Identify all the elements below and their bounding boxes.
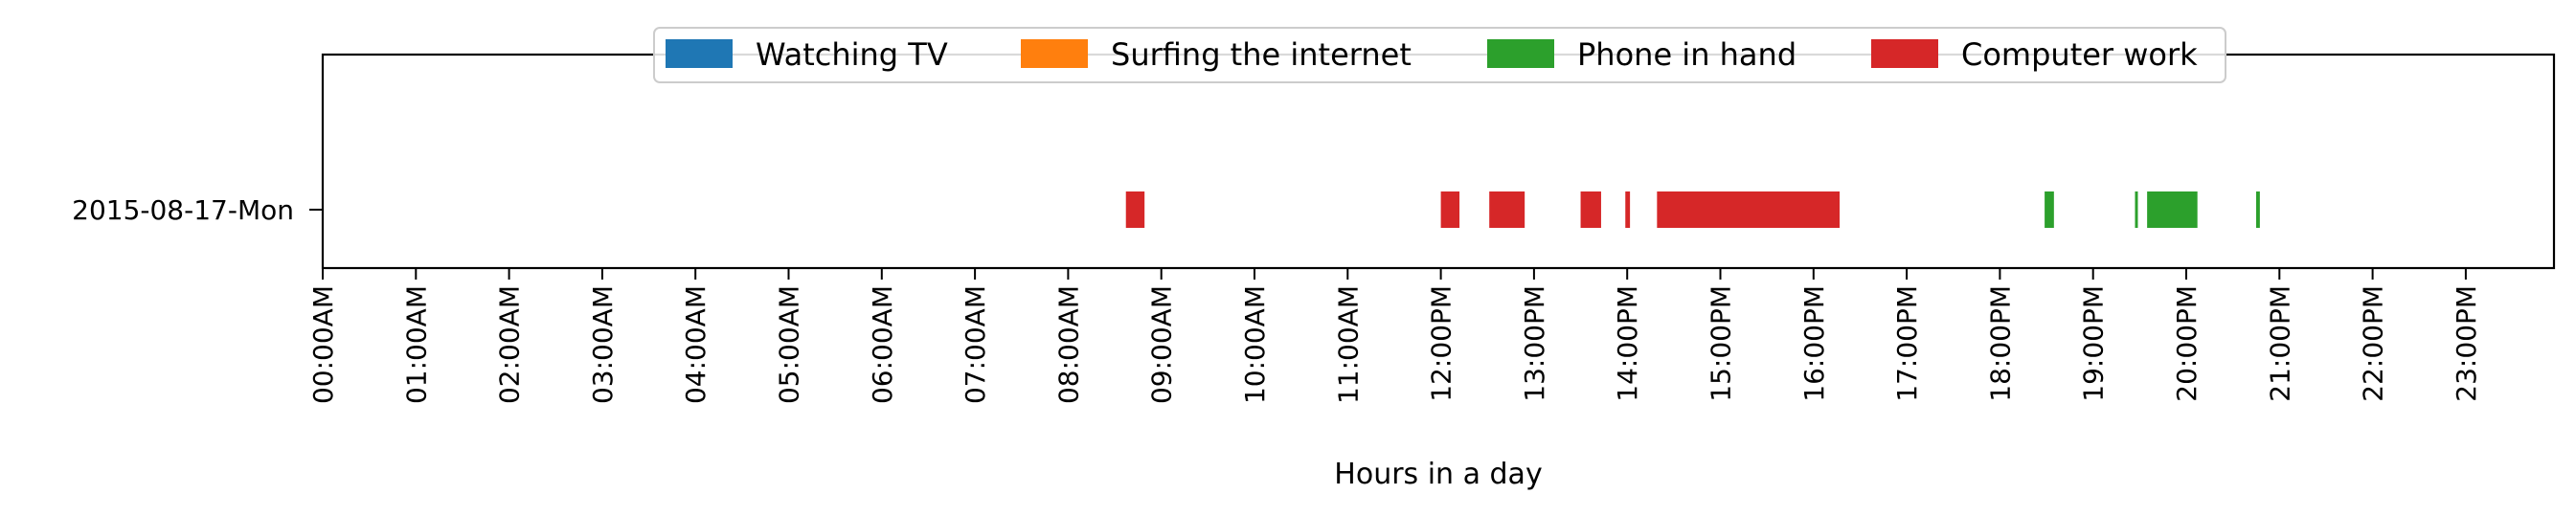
x-tick-label: 18:00PM	[1984, 285, 2016, 402]
x-tick-label: 22:00PM	[2358, 285, 2389, 402]
bar-phone-in-hand	[2255, 191, 2260, 228]
x-tick-label: 00:00AM	[307, 285, 339, 404]
x-tick-label: 08:00AM	[1052, 285, 1084, 404]
bar-phone-in-hand	[2147, 191, 2198, 228]
legend-item-phone-in-hand: Phone in hand	[1487, 36, 1796, 73]
legend-swatch	[1871, 39, 1938, 68]
x-tick-label: 20:00PM	[2171, 285, 2203, 402]
bar-computer-work	[1489, 191, 1525, 228]
y-tick-label: 2015-08-17-Mon	[72, 194, 294, 226]
legend: Watching TV Surfing the internet Phone i…	[653, 27, 2226, 83]
x-tick-label: 11:00AM	[1332, 285, 1364, 404]
x-tick-label: 04:00AM	[680, 285, 712, 404]
legend-item-surfing-the-internet: Surfing the internet	[1021, 36, 1412, 73]
x-axis-label: Hours in a day	[1334, 458, 1542, 491]
x-tick-label: 03:00AM	[587, 285, 619, 404]
legend-item-watching-tv: Watching TV	[666, 36, 948, 73]
x-tick-label: 15:00PM	[1706, 285, 1737, 402]
legend-label: Surfing the internet	[1111, 36, 1412, 73]
legend-label: Computer work	[1961, 36, 2198, 73]
bar-computer-work	[1657, 191, 1841, 228]
x-tick-label: 13:00PM	[1519, 285, 1550, 402]
x-tick-label: 02:00AM	[494, 285, 526, 404]
x-tick-label: 16:00PM	[1798, 285, 1830, 402]
legend-swatch	[1487, 39, 1554, 68]
legend-item-computer-work: Computer work	[1871, 36, 2198, 73]
legend-swatch	[1021, 39, 1088, 68]
x-tick-label: 09:00AM	[1146, 285, 1178, 404]
x-axis: 00:00AM 01:00AM 02:00AM 03:00AM 04:00AM 05:00…	[307, 268, 2482, 404]
bar-computer-work	[1625, 191, 1631, 228]
x-tick-label: 14:00PM	[1612, 285, 1643, 402]
x-tick-label: 06:00AM	[867, 285, 898, 404]
x-tick-label: 01:00AM	[400, 285, 432, 404]
legend-label: Watching TV	[756, 36, 948, 73]
bar-computer-work	[1580, 191, 1601, 228]
bar-computer-work	[1125, 191, 1145, 228]
bars-layer	[1125, 191, 2260, 228]
x-tick-label: 23:00PM	[2451, 285, 2482, 402]
y-axis: 2015-08-17-Mon	[72, 194, 323, 226]
bar-computer-work	[1440, 191, 1460, 228]
bar-phone-in-hand	[2135, 191, 2138, 228]
plot-area	[321, 53, 2556, 270]
x-tick-label: 10:00AM	[1239, 285, 1271, 404]
x-tick-label: 17:00PM	[1891, 285, 1923, 402]
bar-phone-in-hand	[2045, 191, 2054, 228]
x-tick-label: 19:00PM	[2078, 285, 2110, 402]
x-tick-label: 21:00PM	[2264, 285, 2295, 402]
x-tick-label: 05:00AM	[774, 285, 805, 404]
x-tick-label: 12:00PM	[1426, 285, 1457, 402]
legend-label: Phone in hand	[1577, 36, 1796, 73]
x-tick-label: 07:00AM	[960, 285, 991, 404]
legend-swatch	[666, 39, 733, 68]
